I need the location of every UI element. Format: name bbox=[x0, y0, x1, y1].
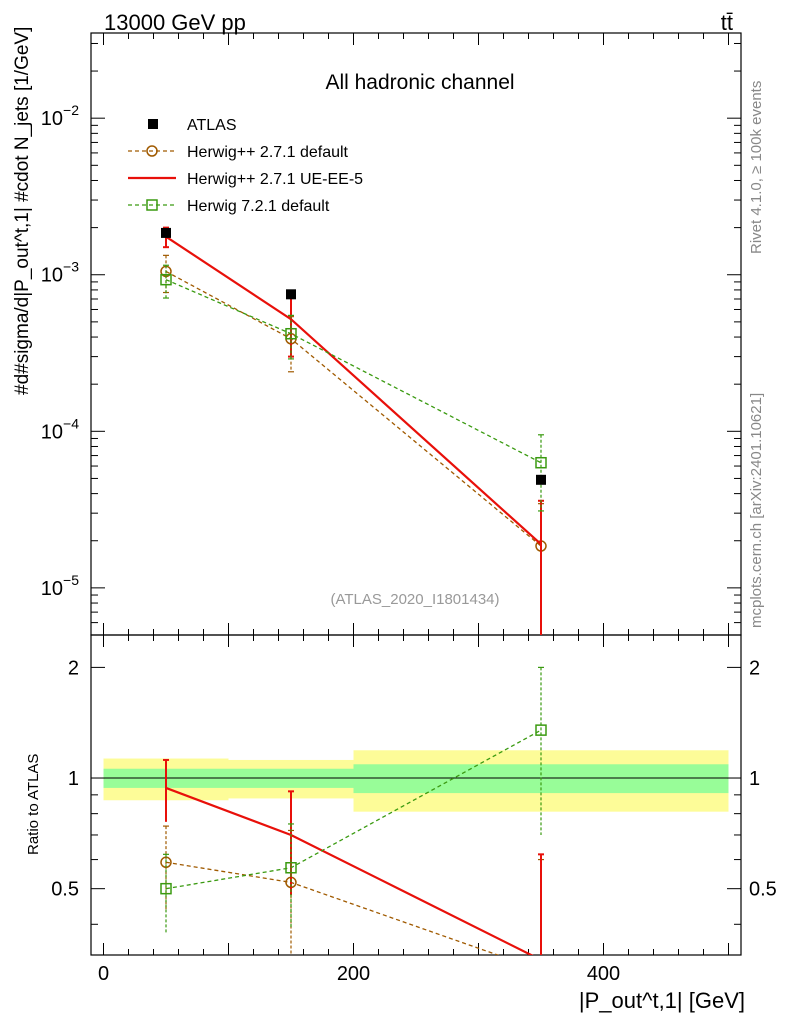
ratio-tick-label-left: 2 bbox=[68, 657, 79, 679]
chart-title: All hadronic channel bbox=[325, 71, 514, 94]
y-tick-label: 10−5 bbox=[41, 572, 79, 600]
legend-label-1: Herwig++ 2.7.1 UE-EE-5 bbox=[187, 171, 363, 188]
plot-frames bbox=[90, 32, 742, 956]
atlas-data-point bbox=[286, 289, 296, 300]
series-2-ratio-point bbox=[160, 882, 172, 895]
y-tick-label: 10−3 bbox=[41, 259, 79, 287]
tick-labels: 0 200 400 10−5 10−4 10−3 10−2 0.5 0.5 1 1 2 2 bbox=[41, 102, 777, 985]
mcplots-label: mcplots.cern.ch [arXiv:2401.10621] bbox=[748, 393, 765, 628]
legend-label-2: Herwig 7.2.1 default bbox=[187, 198, 330, 215]
legend: ATLAS Herwig++ 2.7.1 default Herwig++ 2.7.… bbox=[128, 117, 363, 215]
y-tick-label: 10−4 bbox=[41, 415, 79, 443]
ratio-tick-label-right: 0.5 bbox=[749, 879, 777, 901]
legend-marker-0 bbox=[146, 145, 158, 157]
series-2-point bbox=[160, 273, 172, 286]
series-0-line bbox=[165, 270, 542, 547]
series-2-ratio-point bbox=[285, 862, 297, 874]
analysis-watermark: (ATLAS_2020_I1801434) bbox=[330, 591, 499, 608]
series-2-ratio-line bbox=[165, 729, 542, 890]
series-2-line bbox=[165, 279, 542, 464]
series-layer bbox=[160, 226, 547, 975]
x-tick-label: 200 bbox=[337, 963, 370, 985]
atlas-data-point bbox=[161, 227, 171, 238]
legend-label-0: Herwig++ 2.7.1 default bbox=[187, 144, 349, 161]
y-axis-label: #d#sigma/d|P_out^t,1| #cdot N_jets [1/Ge… bbox=[12, 27, 33, 395]
series-2-point bbox=[285, 327, 297, 340]
ratio-y-label: Ratio to ATLAS bbox=[25, 754, 42, 855]
ratio-tick-label-left: 0.5 bbox=[51, 879, 79, 901]
ratio-tick-label-right: 1 bbox=[749, 768, 760, 790]
ratio-tick-label-left: 1 bbox=[68, 768, 79, 790]
ratio-series-group bbox=[160, 666, 547, 975]
atlas-data-point bbox=[536, 474, 546, 485]
process-label: tt̄ bbox=[721, 10, 733, 35]
series-2-ratio-point bbox=[535, 724, 547, 736]
series-1-ratio-line bbox=[165, 786, 534, 955]
series-1-line bbox=[165, 235, 542, 546]
y-tick-label: 10−2 bbox=[41, 102, 79, 130]
x-tick-label: 400 bbox=[587, 963, 620, 985]
legend-marker-atlas bbox=[148, 119, 158, 129]
x-axis-label: |P_out^t,1| [GeV] bbox=[579, 988, 745, 1013]
x-tick-label: 0 bbox=[98, 963, 109, 985]
legend-marker-2 bbox=[146, 199, 158, 211]
main-series-group bbox=[160, 226, 547, 635]
energy-label: 13000 GeV pp bbox=[104, 10, 246, 35]
series-2-point bbox=[535, 456, 547, 469]
legend-label-atlas: ATLAS bbox=[187, 117, 237, 134]
series-0-ratio-point bbox=[536, 965, 546, 975]
ratio-bands bbox=[91, 750, 741, 812]
rivet-version-label: Rivet 4.1.0, ≥ 100k events bbox=[748, 81, 765, 254]
ratio-tick-label-right: 2 bbox=[749, 657, 760, 679]
